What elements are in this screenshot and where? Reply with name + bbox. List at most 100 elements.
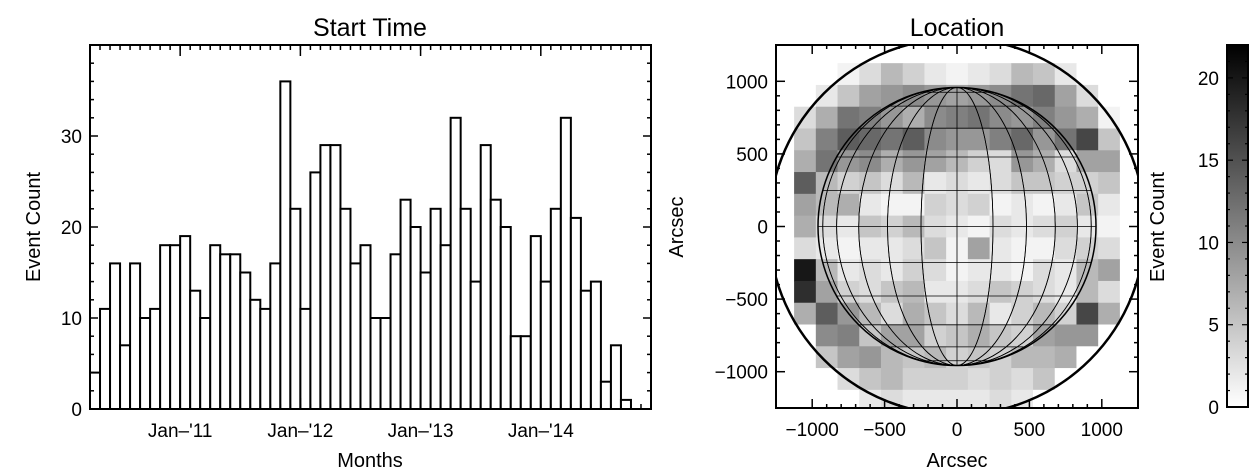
histogram-bar <box>159 244 172 409</box>
histogram-bar <box>539 280 552 409</box>
histogram-bar <box>409 226 422 409</box>
heatmap-cell <box>1098 215 1121 238</box>
histogram-bar <box>589 280 602 409</box>
heatmap-cell <box>1119 106 1138 129</box>
heatmap-cell <box>815 63 839 86</box>
heatmap-cell <box>989 346 1012 369</box>
histogram-bar <box>129 262 142 409</box>
heatmap-cell <box>815 368 839 391</box>
heatmap-cell <box>1033 128 1056 151</box>
heatmap-cell <box>880 259 904 282</box>
heatmap-cell <box>1011 324 1034 347</box>
heatmap-cell <box>1054 172 1077 195</box>
heatmap-cell <box>1119 280 1138 304</box>
heatmap-cell <box>1119 84 1138 108</box>
heatmap-cell <box>1033 193 1056 217</box>
heatmap-cell <box>1098 302 1121 326</box>
histogram-bar <box>469 280 482 409</box>
heatmap-cell <box>859 389 882 408</box>
heatmap-cell <box>1119 346 1138 369</box>
heatmap-cell <box>902 172 925 195</box>
histogram-bar <box>279 80 292 409</box>
x-tick-label: Jan–'13 <box>388 421 454 442</box>
histogram-ylabel: Event Count <box>23 172 45 283</box>
heatmap-cell <box>902 302 925 326</box>
heatmap-cell <box>859 346 882 369</box>
y-tick-label: 0 <box>757 218 768 239</box>
heatmap-cell <box>1076 368 1099 391</box>
histogram-xlabel: Months <box>337 450 403 472</box>
heatmap-cell <box>924 193 947 217</box>
histogram-title: Start Time <box>313 14 427 42</box>
histogram-bar <box>439 244 452 409</box>
heatmap-cell <box>1054 237 1077 260</box>
x-tick-label: Jan–'12 <box>267 421 333 442</box>
solar-disk-overlay <box>776 45 1138 408</box>
x-tick-label: 0 <box>952 420 963 441</box>
heatmap-cell <box>1033 368 1056 391</box>
histogram-bar <box>109 262 122 409</box>
heatmap-cell <box>1076 389 1099 408</box>
colorbar-tick-label: 20 <box>1198 69 1219 90</box>
heatmap-cell <box>1119 172 1138 195</box>
histogram-bar <box>149 307 162 409</box>
histogram-bar <box>599 380 612 409</box>
heatmap-cell <box>880 389 904 408</box>
heatmap-cell <box>880 172 904 195</box>
heatmap-cell <box>859 172 882 195</box>
heatmap-cell <box>1011 302 1034 326</box>
histogram-bar <box>239 271 252 409</box>
y-tick-label: 20 <box>61 218 82 239</box>
heatmap-cell <box>794 368 817 391</box>
heatmap-cell <box>967 302 991 326</box>
heatmap-cell <box>1098 84 1121 108</box>
heatmap-cell <box>815 302 839 326</box>
y-tick-label: 30 <box>61 127 82 148</box>
heatmap-cell <box>794 280 817 304</box>
histogram-bar <box>379 317 392 409</box>
heatmap-cell <box>1011 259 1034 282</box>
histogram-bar <box>329 144 342 409</box>
heatmap-cell <box>837 324 860 347</box>
colorbar-tick-label: 15 <box>1198 151 1219 172</box>
heatmap-cell <box>902 368 925 391</box>
colorbar-label: Event Count <box>1147 172 1169 283</box>
heatmap-cell <box>1054 84 1077 108</box>
heatmap-cell <box>1098 63 1121 86</box>
histogram-bar <box>549 207 562 409</box>
heatmap-cell <box>924 63 947 86</box>
heatmap-cell <box>1011 368 1034 391</box>
heatmap-cell <box>989 389 1012 408</box>
heatmap-cell <box>880 63 904 86</box>
x-tick-label: 500 <box>1014 420 1046 441</box>
histogram-bar <box>189 289 202 409</box>
heatmap-cell <box>1011 237 1034 260</box>
histogram-bar <box>319 144 332 409</box>
heatmap-cell <box>989 172 1012 195</box>
heatmap-cell <box>837 172 860 195</box>
histogram-bar <box>269 262 282 409</box>
heatmap-cell <box>1033 346 1056 369</box>
heatmap-cell <box>1011 63 1034 86</box>
histogram-bar <box>499 226 512 409</box>
heatmap-cell <box>794 215 817 238</box>
histogram-bar <box>339 207 352 409</box>
heatmap-cell <box>902 280 925 304</box>
heatmap-cell <box>794 302 817 326</box>
histogram-bar <box>99 307 112 409</box>
heatmap-cell <box>1119 150 1138 173</box>
x-tick-label: −1000 <box>786 420 839 441</box>
heatmap-cell <box>967 63 991 86</box>
heatmap-cell <box>1033 172 1056 195</box>
heatmap-cell <box>902 259 925 282</box>
histogram-bar <box>489 198 502 409</box>
histogram-bar <box>139 317 152 409</box>
heatmap-cell <box>967 128 991 151</box>
heatmap-cell <box>1076 324 1099 347</box>
heatmap-cell <box>924 259 947 282</box>
histogram-bar <box>209 244 222 409</box>
heatmap-cell <box>1076 346 1099 369</box>
heatmap-cell <box>880 237 904 260</box>
histogram-bar <box>529 235 542 409</box>
heatmap-cell <box>815 150 839 173</box>
